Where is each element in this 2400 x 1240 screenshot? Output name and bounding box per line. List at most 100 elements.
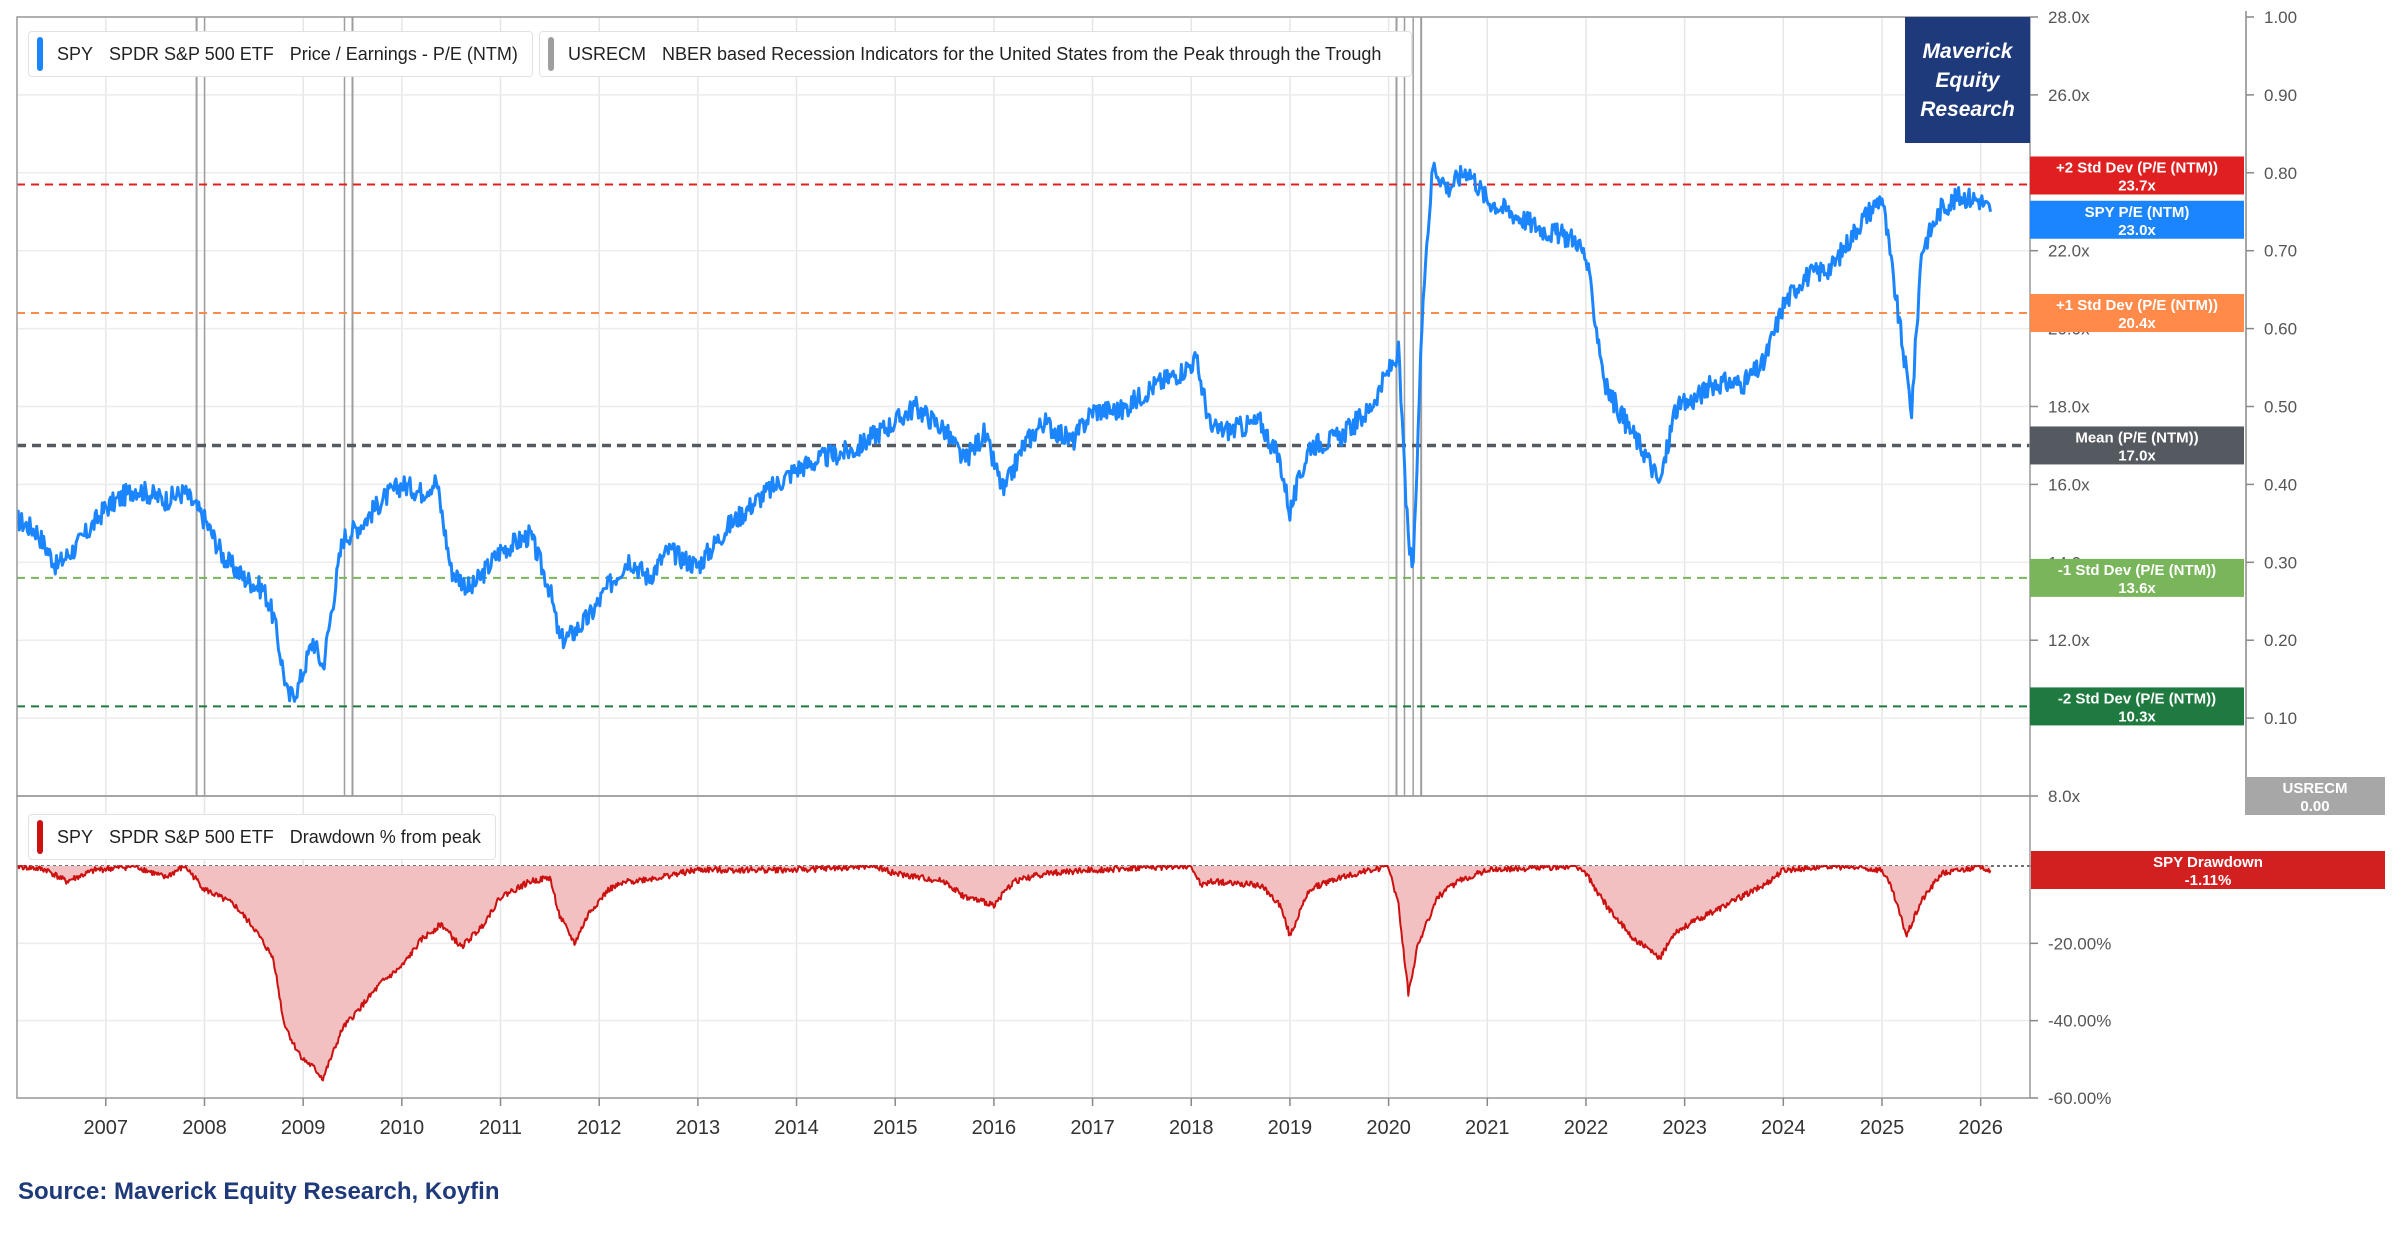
value-label-box (2030, 200, 2244, 239)
y-tick-label: 8.0x (2048, 787, 2081, 806)
x-tick-label: 2020 (1366, 1117, 1411, 1139)
y-tick-label: 18.0x (2048, 398, 2090, 417)
value-label-name: SPY Drawdown (2153, 854, 2263, 871)
value-label-box (2030, 558, 2244, 597)
value-label-box (2030, 156, 2244, 195)
legend-swatch (37, 37, 43, 71)
value-labels: +2 Std Dev (P/E (NTM))23.7x SPY P/E (NTM)… (2029, 156, 2385, 889)
x-tick-label: 2009 (281, 1117, 326, 1139)
reference-value-label: Mean (P/E (NTM))17.0x (2030, 426, 2244, 465)
legend-ticker: SPY (57, 826, 94, 847)
drawdown-value-label: SPY Drawdown-1.11% (2031, 851, 2385, 889)
value-label-box (2030, 294, 2244, 333)
x-tick-label: 2012 (577, 1117, 622, 1139)
y-tick-label: 26.0x (2048, 86, 2090, 105)
secondary-y-tick-label: 0.30 (2264, 553, 2297, 572)
value-label-name: Mean (P/E (NTM)) (2075, 429, 2198, 446)
x-tick-label: 2022 (1564, 1117, 1609, 1139)
secondary-y-tick-label: 0.80 (2264, 164, 2297, 183)
y-tick-label: -40.00% (2048, 1012, 2111, 1031)
legend-spy-pe[interactable]: SPY SPDR S&P 500 ETF Price / Earnings - … (28, 31, 533, 77)
secondary-y-tick-label: 0.90 (2264, 86, 2297, 105)
x-tick-label: 2008 (182, 1117, 227, 1139)
y-tick-label: 22.0x (2048, 242, 2090, 261)
secondary-y-tick-label: 0.20 (2264, 631, 2297, 650)
x-tick-label: 2016 (972, 1117, 1017, 1139)
y-tick-label: -20.00% (2048, 934, 2111, 953)
x-tick-label: 2018 (1169, 1117, 1214, 1139)
y-tick-label: 12.0x (2048, 631, 2090, 650)
reference-value-label: +2 Std Dev (P/E (NTM))23.7x (2030, 156, 2244, 195)
value-label-name: +2 Std Dev (P/E (NTM)) (2056, 159, 2218, 176)
value-label-value: 23.7x (2118, 177, 2156, 194)
x-tick-label: 2015 (873, 1117, 918, 1139)
reference-value-label: -2 Std Dev (P/E (NTM))10.3x (2030, 687, 2244, 726)
reference-lines (17, 183, 2030, 867)
x-tick-label: 2023 (1662, 1117, 1707, 1139)
reference-value-label: SPY P/E (NTM)23.0x (2030, 200, 2244, 239)
legend-spy-drawdown[interactable]: SPY SPDR S&P 500 ETF Drawdown % from pea… (28, 814, 496, 860)
legend-metric: Price / Earnings - P/E (NTM) (289, 43, 518, 64)
y-tick-label: -60.00% (2048, 1089, 2111, 1108)
x-tick-label: 2013 (676, 1117, 721, 1139)
value-label-name: +1 Std Dev (P/E (NTM)) (2056, 297, 2218, 314)
value-label-value: -1.11% (2185, 872, 2232, 889)
drawdown-area (17, 866, 1991, 1081)
legend-series-name: NBER based Recession Indicators for the … (662, 43, 1382, 64)
logo-line: Research (1920, 97, 2015, 121)
source-caption: Source: Maverick Equity Research, Koyfin (18, 1178, 500, 1205)
x-tick-label: 2024 (1761, 1117, 1806, 1139)
legend-series-name: SPDR S&P 500 ETF (109, 826, 274, 847)
x-tick-label: 2011 (479, 1117, 522, 1139)
y-tick-label: 28.0x (2048, 8, 2090, 27)
value-label-box (2030, 426, 2244, 465)
recession-bands (195, 17, 1423, 796)
secondary-y-tick-label: 0.40 (2264, 475, 2297, 494)
value-label-value: 0.00 (2300, 798, 2329, 815)
bottom-panel-frame (16, 795, 2031, 1099)
x-tick-label: 2010 (380, 1117, 425, 1139)
legend-swatch (548, 37, 554, 71)
legend-ticker: USRECM (568, 43, 647, 64)
legend-ticker: SPY (57, 43, 94, 64)
series-lines (16, 161, 1992, 1082)
legend-usrecm[interactable]: USRECM NBER based Recession Indicators f… (539, 31, 1413, 77)
secondary-y-tick-label: 0.60 (2264, 320, 2297, 339)
secondary-y-tick-label: 0.50 (2264, 398, 2297, 417)
x-tick-label: 2017 (1070, 1117, 1115, 1139)
value-label-value: 23.0x (2118, 222, 2156, 239)
secondary-y-tick-label: 0.70 (2264, 242, 2297, 261)
value-label-name: -2 Std Dev (P/E (NTM)) (2058, 690, 2216, 707)
x-tick-label: 2026 (1958, 1117, 2003, 1139)
value-label-name: -1 Std Dev (P/E (NTM)) (2058, 562, 2216, 579)
maverick-logo: Maverick Equity Research (1905, 17, 2030, 143)
x-tick-label: 2014 (774, 1117, 819, 1139)
legend-series-name: SPDR S&P 500 ETF (109, 43, 274, 64)
y-tick-label: 16.0x (2048, 475, 2090, 494)
reference-value-label: +1 Std Dev (P/E (NTM))20.4x (2030, 294, 2244, 333)
value-label-value: 13.6x (2118, 580, 2156, 597)
value-label-connector (2029, 211, 2045, 221)
logo-line: Maverick (1922, 39, 2013, 63)
value-label-value: 20.4x (2118, 315, 2156, 332)
secondary-y-tick-label: 0.10 (2264, 709, 2297, 728)
value-label-name: SPY P/E (NTM) (2085, 204, 2190, 221)
pe-series-line (16, 161, 1992, 703)
x-tick-label: 2007 (84, 1117, 129, 1139)
logo-line: Equity (1935, 68, 2000, 92)
value-label-value: 17.0x (2118, 447, 2156, 464)
secondary-y-tick-label: 1.00 (2264, 8, 2297, 27)
value-label-box (2245, 777, 2385, 815)
value-label-value: 10.3x (2118, 708, 2156, 725)
axis-ticks: 2007 2008 2009 2010 2011 2012 2013 2014 2015 2016… (84, 8, 2298, 1139)
reference-value-label: -1 Std Dev (P/E (NTM))13.6x (2030, 558, 2244, 597)
legend-swatch (37, 820, 43, 854)
drawdown-series-line (17, 865, 1992, 1082)
legend-metric: Drawdown % from peak (289, 826, 481, 847)
value-label-box (2030, 687, 2244, 726)
x-tick-label: 2019 (1268, 1117, 1313, 1139)
value-label-box (2031, 851, 2385, 889)
value-label-connector (2029, 174, 2045, 186)
